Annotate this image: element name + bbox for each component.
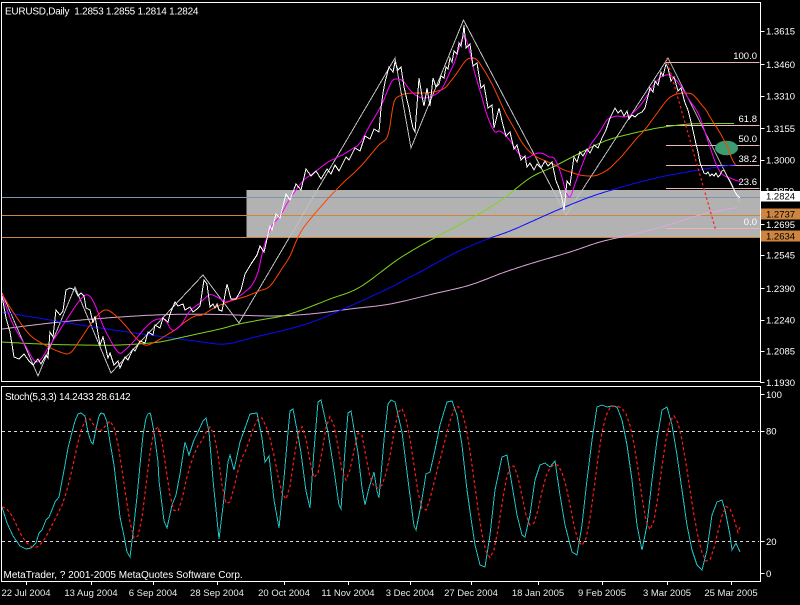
svg-text:1.2390: 1.2390 [766,284,795,295]
svg-text:1.3000: 1.3000 [766,155,795,166]
svg-text:Stoch(5,3,3) 14.2433 28.6142: Stoch(5,3,3) 14.2433 28.6142 [5,392,131,403]
svg-text:1.2737: 1.2737 [766,210,795,221]
svg-text:11 Nov 2004: 11 Nov 2004 [321,588,374,599]
svg-text:9 Feb 2005: 9 Feb 2005 [578,588,626,599]
svg-text:100.0: 100.0 [733,51,757,62]
svg-text:100: 100 [766,390,782,401]
svg-text:25 Mar 2005: 25 Mar 2005 [704,588,757,599]
svg-text:1.1930: 1.1930 [766,378,795,389]
svg-text:1.2634: 1.2634 [766,232,795,243]
svg-text:61.8: 61.8 [739,114,758,125]
svg-text:MetaTrader, ? 2001-2005 MetaQu: MetaTrader, ? 2001-2005 MetaQuotes Softw… [4,570,243,581]
svg-text:0.0: 0.0 [744,217,757,228]
svg-text:28 Sep 2004: 28 Sep 2004 [190,588,244,599]
svg-text:0: 0 [766,569,771,580]
svg-text:1.2824: 1.2824 [766,192,795,203]
svg-text:3 Mar 2005: 3 Mar 2005 [643,588,691,599]
svg-text:EURUSD,Daily 1.2853 1.2855 1.: EURUSD,Daily 1.2853 1.2855 1.2814 1.2824 [5,6,199,17]
svg-text:1.2695: 1.2695 [766,220,795,231]
svg-text:38.2: 38.2 [739,154,758,165]
svg-text:1.3155: 1.3155 [766,124,795,135]
svg-text:1.3310: 1.3310 [766,91,795,102]
svg-text:1.3460: 1.3460 [766,60,795,71]
svg-text:50.0: 50.0 [739,134,758,145]
svg-text:13 Aug 2004: 13 Aug 2004 [64,588,117,599]
svg-text:1.2085: 1.2085 [766,346,795,357]
svg-text:20 Oct 2004: 20 Oct 2004 [258,588,310,599]
svg-text:3 Dec 2004: 3 Dec 2004 [386,588,435,599]
svg-text:27 Dec 2004: 27 Dec 2004 [444,588,498,599]
svg-text:80: 80 [766,426,777,437]
svg-text:1.2545: 1.2545 [766,250,795,261]
svg-text:22 Jul 2004: 22 Jul 2004 [1,588,50,599]
svg-text:23.6: 23.6 [739,177,758,188]
svg-text:1.3615: 1.3615 [766,26,795,37]
svg-text:1.2240: 1.2240 [766,315,795,326]
svg-text:18 Jan 2005: 18 Jan 2005 [512,588,564,599]
svg-text:20: 20 [766,537,777,548]
svg-text:6 Sep 2004: 6 Sep 2004 [129,588,178,599]
